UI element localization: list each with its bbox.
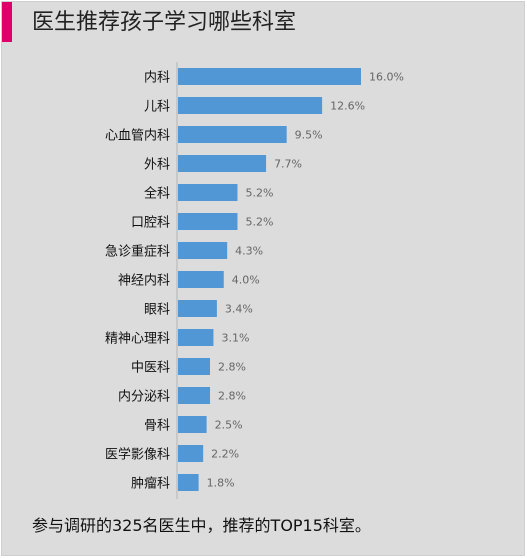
value-label: 2.8% xyxy=(218,390,246,403)
chart-caption: 参与调研的325名医生中，推荐的TOP15科室。 xyxy=(32,516,371,535)
bar xyxy=(178,68,361,85)
value-label: 12.6% xyxy=(330,100,365,113)
value-label: 3.4% xyxy=(225,303,253,316)
bar xyxy=(178,416,207,433)
bar xyxy=(178,97,323,114)
value-label: 16.0% xyxy=(369,71,404,84)
bar xyxy=(178,184,238,201)
bar xyxy=(178,242,228,259)
category-label: 内科 xyxy=(144,70,170,86)
bar xyxy=(178,155,267,172)
value-label: 2.2% xyxy=(211,448,239,461)
value-label: 5.2% xyxy=(245,187,273,200)
category-label: 急诊重症科 xyxy=(105,244,170,260)
bar xyxy=(178,300,217,317)
bar xyxy=(178,213,238,230)
value-label: 2.8% xyxy=(218,361,246,374)
category-label: 口腔科 xyxy=(131,216,170,231)
category-label: 内分泌科 xyxy=(118,389,170,405)
category-label: 肿瘤科 xyxy=(131,476,170,492)
value-label: 4.3% xyxy=(235,245,263,258)
bar xyxy=(178,271,224,288)
value-label: 2.5% xyxy=(215,419,243,432)
category-label: 眼科 xyxy=(144,303,170,318)
category-label: 儿科 xyxy=(144,100,170,115)
category-label: 外科 xyxy=(144,158,170,173)
value-label: 1.8% xyxy=(207,477,235,490)
title-accent-bar xyxy=(2,2,12,42)
category-label: 中医科 xyxy=(131,361,170,376)
bar xyxy=(178,445,204,462)
category-label: 医学影像科 xyxy=(105,447,170,463)
category-label: 全科 xyxy=(144,186,170,202)
category-label: 神经内科 xyxy=(118,273,170,289)
category-label: 精神心理科 xyxy=(105,332,170,347)
value-label: 5.2% xyxy=(245,216,273,229)
bar xyxy=(178,474,199,491)
bar xyxy=(178,329,214,346)
value-label: 4.0% xyxy=(232,274,260,287)
bar xyxy=(178,126,287,143)
chart-title: 医生推荐孩子学习哪些科室 xyxy=(32,10,297,35)
bar xyxy=(178,358,211,375)
value-label: 7.7% xyxy=(274,158,302,171)
value-label: 3.1% xyxy=(221,332,249,345)
category-label: 心血管内科 xyxy=(105,128,170,144)
category-label: 骨科 xyxy=(144,419,170,434)
value-label: 9.5% xyxy=(295,129,323,142)
bar-chart: 内科 16.0% 儿科 12.6% 心血管内科 9.5% 外科 7.7% 全科 5.2% 口腔科 5.… xyxy=(105,62,404,499)
bar xyxy=(178,387,211,404)
